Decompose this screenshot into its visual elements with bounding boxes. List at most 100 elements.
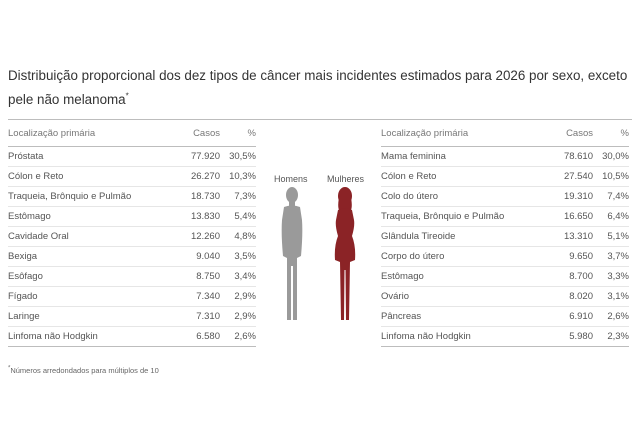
women-header-location: Localização primária [381, 120, 529, 147]
men-cell-pct: 2,6% [220, 326, 256, 347]
men-table-row: Próstata 77.920 30,5% [8, 146, 256, 167]
women-table-row: Corpo do útero 9.650 3,7% [381, 246, 629, 267]
women-table-row: Pâncreas 6.910 2,6% [381, 306, 629, 327]
men-table-row: Estômago 13.830 5,4% [8, 206, 256, 227]
men-cell-location: Cólon e Reto [8, 166, 156, 187]
men-cell-location: Estômago [8, 206, 156, 227]
women-table-header-row: Localização primária Casos % [381, 120, 629, 147]
men-cell-pct: 2,9% [220, 286, 256, 307]
men-table-body: Próstata 77.920 30,5% Cólon e Reto 26.270 10,… [8, 146, 256, 347]
women-table-body: Mama feminina 78.610 30,0% Cólon e Reto 27.5… [381, 146, 629, 347]
women-table-row: Estômago 8.700 3,3% [381, 266, 629, 287]
women-header-pct: % [593, 120, 629, 147]
men-cell-location: Cavidade Oral [8, 226, 156, 247]
men-cell-pct: 2,9% [220, 306, 256, 327]
women-cell-location: Ovário [381, 286, 529, 307]
women-cell-cases: 16.650 [529, 206, 593, 227]
men-cell-cases: 18.730 [156, 186, 220, 207]
women-cell-location: Colo do útero [381, 186, 529, 207]
men-cell-cases: 7.310 [156, 306, 220, 327]
women-cell-cases: 8.020 [529, 286, 593, 307]
women-cell-cases: 27.540 [529, 166, 593, 187]
footnote-marker: * [8, 365, 11, 372]
women-table-row: Cólon e Reto 27.540 10,5% [381, 166, 629, 187]
men-header-location: Localização primária [8, 120, 156, 147]
men-table-row: Bexiga 9.040 3,5% [8, 246, 256, 267]
women-cell-pct: 3,7% [593, 246, 629, 267]
women-table: Localização primária Casos % Mama femini… [381, 120, 629, 347]
men-cell-cases: 13.830 [156, 206, 220, 227]
men-cell-cases: 7.340 [156, 286, 220, 307]
men-cell-cases: 26.270 [156, 166, 220, 187]
men-cell-location: Fígado [8, 286, 156, 307]
men-cell-pct: 4,8% [220, 226, 256, 247]
women-cell-pct: 7,4% [593, 186, 629, 207]
women-cell-pct: 5,1% [593, 226, 629, 247]
men-table-row: Linfoma não Hodgkin 6.580 2,6% [8, 326, 256, 347]
men-header-pct: % [220, 120, 256, 147]
men-figure-label: Homens [274, 174, 308, 184]
men-cell-pct: 3,5% [220, 246, 256, 267]
men-table: Localização primária Casos % Próstata 77.… [8, 120, 256, 347]
women-cell-location: Mama feminina [381, 146, 529, 167]
women-cell-location: Corpo do útero [381, 246, 529, 267]
women-cell-location: Pâncreas [381, 306, 529, 327]
men-table-row: Cavidade Oral 12.260 4,8% [8, 226, 256, 247]
female-silhouette-icon [334, 187, 356, 320]
men-cell-location: Traqueia, Brônquio e Pulmão [8, 186, 156, 207]
women-cell-cases: 8.700 [529, 266, 593, 287]
women-header-cases: Casos [529, 120, 593, 147]
footnote-text: Números arredondados para múltiplos de 1… [10, 366, 159, 375]
top-divider [8, 119, 632, 120]
women-table-row: Colo do útero 19.310 7,4% [381, 186, 629, 207]
women-cell-cases: 13.310 [529, 226, 593, 247]
women-cell-cases: 6.910 [529, 306, 593, 327]
women-cell-location: Cólon e Reto [381, 166, 529, 187]
women-cell-pct: 3,3% [593, 266, 629, 287]
title-text: Distribuição proporcional dos dez tipos … [8, 68, 628, 107]
women-cell-cases: 9.650 [529, 246, 593, 267]
men-table-row: Traqueia, Brônquio e Pulmão 18.730 7,3% [8, 186, 256, 207]
women-cell-location: Glândula Tireoide [381, 226, 529, 247]
women-cell-location: Linfoma não Hodgkin [381, 326, 529, 347]
men-cell-location: Esôfago [8, 266, 156, 287]
men-table-row: Cólon e Reto 26.270 10,3% [8, 166, 256, 187]
men-cell-cases: 6.580 [156, 326, 220, 347]
men-cell-location: Bexiga [8, 246, 156, 267]
men-table-row: Fígado 7.340 2,9% [8, 286, 256, 307]
women-cell-cases: 19.310 [529, 186, 593, 207]
men-cell-cases: 77.920 [156, 146, 220, 167]
men-table-row: Laringe 7.310 2,9% [8, 306, 256, 327]
women-table-row: Ovário 8.020 3,1% [381, 286, 629, 307]
women-cell-cases: 5.980 [529, 326, 593, 347]
women-table-row: Glândula Tireoide 13.310 5,1% [381, 226, 629, 247]
women-figure-label: Mulheres [327, 174, 365, 184]
male-silhouette-icon [281, 187, 303, 320]
men-cell-cases: 12.260 [156, 226, 220, 247]
women-cell-pct: 2,3% [593, 326, 629, 347]
male-silhouette-shape [281, 187, 303, 320]
footnote: *Números arredondados para múltiplos de … [8, 365, 159, 376]
men-table-header-row: Localização primária Casos % [8, 120, 256, 147]
men-cell-pct: 10,3% [220, 166, 256, 187]
women-table-row: Mama feminina 78.610 30,0% [381, 146, 629, 167]
men-header-cases: Casos [156, 120, 220, 147]
men-cell-cases: 9.040 [156, 246, 220, 267]
title-footnote-marker: * [125, 91, 129, 101]
men-cell-pct: 30,5% [220, 146, 256, 167]
women-cell-pct: 6,4% [593, 206, 629, 227]
women-table-row: Linfoma não Hodgkin 5.980 2,3% [381, 326, 629, 347]
men-cell-location: Linfoma não Hodgkin [8, 326, 156, 347]
women-cell-pct: 30,0% [593, 146, 629, 167]
men-cell-pct: 3,4% [220, 266, 256, 287]
men-table-row: Esôfago 8.750 3,4% [8, 266, 256, 287]
men-cell-cases: 8.750 [156, 266, 220, 287]
women-cell-location: Estômago [381, 266, 529, 287]
women-cell-pct: 2,6% [593, 306, 629, 327]
women-cell-location: Traqueia, Brônquio e Pulmão [381, 206, 529, 227]
women-table-row: Traqueia, Brônquio e Pulmão 16.650 6,4% [381, 206, 629, 227]
men-cell-pct: 7,3% [220, 186, 256, 207]
men-cell-pct: 5,4% [220, 206, 256, 227]
women-cell-pct: 10,5% [593, 166, 629, 187]
men-cell-location: Laringe [8, 306, 156, 327]
